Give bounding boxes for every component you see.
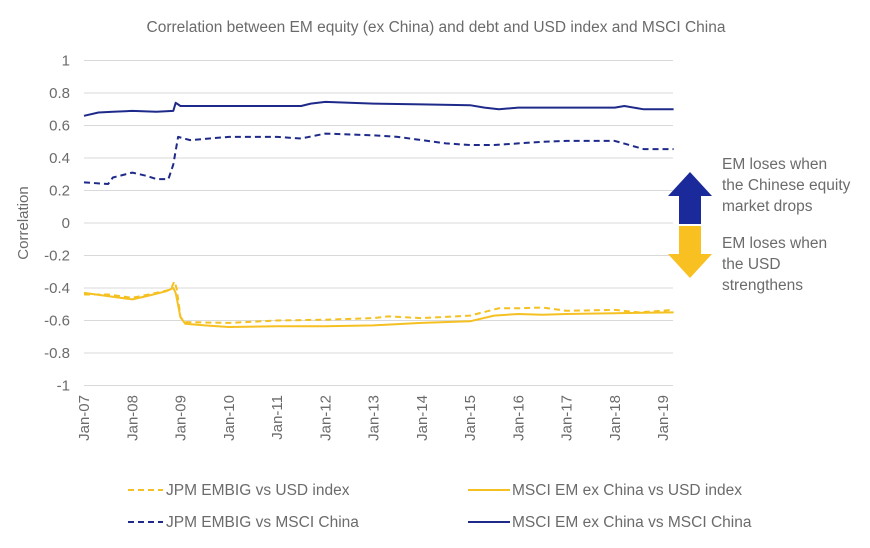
y-tick-label: -0.4	[44, 280, 70, 297]
y-axis-ticks: 1 0.8 0.6 0.4 0.2 0 -0.2 -0.4 -0.6 -0.8 -1	[44, 53, 70, 395]
y-axis-label: Correlation	[15, 186, 32, 259]
x-tick-label: Jan-08	[124, 395, 141, 441]
series-msci-em-vs-msci-china	[83, 100, 674, 117]
legend-item-jpm-china[interactable]: JPM EMBIG vs MSCI China	[128, 514, 359, 531]
x-tick-label: Jan-18	[607, 395, 624, 441]
legend: JPM EMBIG vs USD index MSCI EM ex China …	[128, 482, 752, 531]
x-tick-label: Jan-10	[221, 395, 238, 441]
arrow-up-icon	[668, 172, 712, 224]
legend-item-msci-usd[interactable]: MSCI EM ex China vs USD index	[468, 482, 742, 499]
y-tick-label: 0.8	[49, 85, 70, 102]
legend-item-jpm-usd[interactable]: JPM EMBIG vs USD index	[128, 482, 350, 499]
x-tick-label: Jan-13	[366, 395, 383, 441]
gridlines	[84, 60, 673, 386]
chart-title: Correlation between EM equity (ex China)…	[147, 19, 726, 36]
x-tick-label: Jan-12	[317, 395, 334, 441]
legend-item-msci-china[interactable]: MSCI EM ex China vs MSCI China	[468, 514, 752, 531]
x-axis-ticks: Jan-07 Jan-08 Jan-09 Jan-10 Jan-11 Jan-12 Jan-…	[76, 395, 672, 441]
x-tick-label: Jan-11	[269, 395, 286, 440]
annotation-line: strengthens	[722, 277, 803, 294]
series-msci-em-vs-usd	[83, 287, 674, 328]
legend-label: JPM EMBIG vs MSCI China	[166, 514, 359, 531]
y-tick-label: -1	[57, 378, 70, 395]
x-tick-label: Jan-09	[173, 395, 190, 441]
x-tick-label: Jan-15	[462, 395, 479, 441]
annotation-line: the USD	[722, 256, 781, 273]
series-jpm-embig-vs-msci-china	[83, 132, 674, 185]
y-tick-label: 0.6	[49, 118, 70, 135]
y-tick-label: 0	[62, 215, 70, 232]
x-tick-label: Jan-14	[414, 395, 431, 441]
annotation-line: the Chinese equity	[722, 177, 851, 194]
x-tick-label: Jan-19	[655, 395, 672, 441]
annotations: EM loses when the Chinese equity market …	[668, 156, 851, 294]
x-tick-label: Jan-07	[76, 395, 93, 441]
y-tick-label: 0.2	[49, 183, 70, 200]
annotation-line: market drops	[722, 198, 813, 215]
annotation-usd: EM loses when the USD strengthens	[722, 235, 827, 294]
annotation-chinese-equity: EM loses when the Chinese equity market …	[722, 156, 851, 215]
y-tick-label: 0.4	[49, 150, 70, 167]
annotation-line: EM loses when	[722, 235, 827, 252]
y-tick-label: -0.6	[44, 313, 70, 330]
y-tick-label: -0.2	[44, 248, 70, 265]
y-tick-label: 1	[62, 53, 70, 70]
legend-label: MSCI EM ex China vs USD index	[512, 482, 742, 499]
annotation-line: EM loses when	[722, 156, 827, 173]
legend-label: MSCI EM ex China vs MSCI China	[512, 514, 752, 531]
series-lines	[83, 100, 674, 328]
y-tick-label: -0.8	[44, 345, 70, 362]
legend-label: JPM EMBIG vs USD index	[166, 482, 350, 499]
x-tick-label: Jan-17	[559, 395, 576, 441]
arrow-down-icon	[668, 226, 712, 278]
x-tick-label: Jan-16	[510, 395, 527, 441]
